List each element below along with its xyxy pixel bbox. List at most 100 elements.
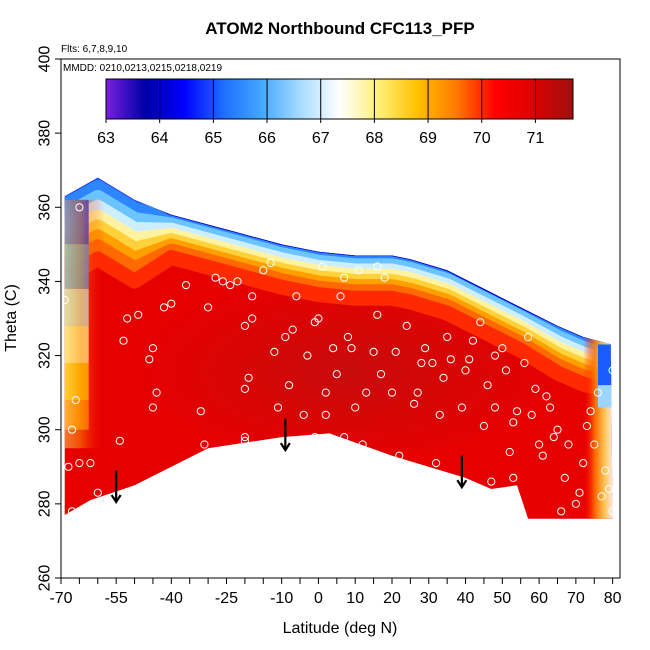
x-tick-label: 40 (457, 590, 475, 607)
plot-frame (60, 58, 621, 579)
data-point (145, 355, 154, 364)
data-point (560, 473, 569, 482)
data-point (347, 344, 356, 353)
data-point (86, 459, 95, 468)
data-point (376, 370, 386, 379)
data-point (443, 332, 452, 342)
data-point (273, 403, 283, 412)
data-point (410, 399, 419, 408)
data-point (413, 388, 422, 397)
data-point (421, 344, 430, 353)
data-point (354, 266, 363, 275)
plume-fade (64, 199, 105, 449)
data-point (310, 433, 319, 442)
colorbar-tick-label: 71 (527, 130, 545, 147)
data-point (524, 332, 533, 342)
data-point (318, 262, 327, 271)
y-tick-label: 400 (37, 46, 54, 73)
colorbar-tick-label: 64 (151, 130, 169, 147)
data-point (387, 388, 397, 397)
y-tick-label: 360 (37, 194, 54, 221)
data-point (336, 292, 345, 301)
data-point (288, 325, 297, 334)
data-point (281, 332, 290, 342)
data-point (159, 303, 169, 312)
data-point (314, 314, 323, 323)
data-point (468, 336, 477, 345)
data-point (571, 499, 581, 508)
data-point (597, 492, 606, 501)
arrow-marker (456, 455, 468, 490)
data-point (395, 451, 404, 460)
field-right-blue (597, 344, 613, 386)
data-point (266, 258, 275, 267)
x-axis: -70 -55 -40 -25 -10 0 10 20 30 40 50 60 70 80 (49, 578, 622, 607)
data-point (340, 433, 349, 442)
data-point (340, 273, 349, 282)
mmdd-label: MMDD: 0210,0213,0215,0218,0219 (63, 63, 222, 74)
arrow-marker (110, 470, 122, 505)
arrow-marker (279, 418, 291, 453)
data-point (608, 507, 617, 516)
data-point (505, 447, 514, 457)
x-tick-label: -70 (49, 590, 72, 607)
data-point (351, 403, 360, 412)
data-point (446, 355, 455, 364)
colorbar: 63 64 65 66 67 68 69 70 71 (97, 78, 574, 147)
x-tick-label: 0 (314, 590, 323, 607)
y-tick-label: 340 (37, 268, 54, 295)
colorbar-tick-label: 70 (473, 130, 491, 147)
x-tick-label: -10 (270, 590, 293, 607)
data-point (498, 344, 507, 353)
data-point (240, 321, 249, 330)
y-tick-label: 260 (37, 565, 54, 592)
data-point (244, 373, 253, 382)
data-point (601, 466, 610, 475)
data-point (538, 451, 547, 460)
data-point (321, 410, 330, 419)
data-point (479, 421, 488, 431)
x-tick-label: -55 (105, 590, 128, 607)
data-point (67, 425, 77, 434)
data-point (557, 507, 566, 516)
data-point (329, 344, 338, 353)
data-point (608, 366, 617, 375)
data-point (248, 292, 257, 301)
data-point (417, 358, 426, 368)
data-point (564, 440, 573, 449)
data-point (343, 332, 352, 342)
data-point (501, 366, 511, 375)
data-point (152, 388, 161, 397)
colorbar-tick-label: 66 (258, 130, 276, 147)
y-tick-label: 380 (37, 120, 54, 147)
data-point (321, 388, 330, 397)
data-point (226, 281, 235, 290)
x-tick-label: -40 (160, 590, 183, 607)
data-point (509, 473, 518, 482)
data-point (292, 292, 301, 301)
colorbar-tick-label: 63 (97, 130, 115, 147)
data-point (520, 358, 529, 368)
colorbar-tick-label: 67 (312, 130, 330, 147)
data-point (586, 407, 595, 416)
data-point (465, 355, 474, 364)
data-point (64, 462, 73, 471)
y-tick-label: 280 (37, 490, 54, 517)
data-point (93, 488, 102, 497)
data-point (200, 440, 209, 449)
data-point (134, 310, 143, 319)
data-point (380, 273, 389, 282)
x-tick-label: 30 (420, 590, 438, 607)
x-tick-label: 70 (567, 590, 585, 607)
data-point (196, 407, 205, 416)
y-tick-label: 320 (37, 342, 54, 369)
data-point (259, 266, 268, 275)
data-point (509, 418, 518, 427)
x-tick-label: 80 (604, 590, 622, 607)
data-point (593, 388, 603, 397)
data-point (542, 392, 551, 401)
data-point (527, 410, 536, 419)
data-point (535, 440, 544, 449)
data-point (240, 384, 249, 393)
